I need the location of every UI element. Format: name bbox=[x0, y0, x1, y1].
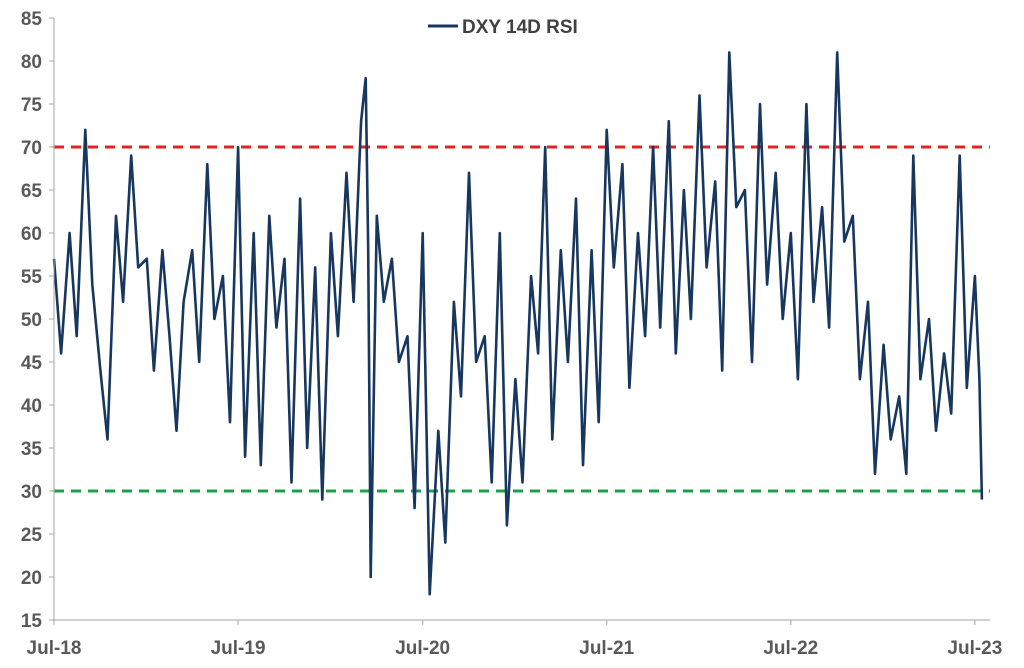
x-axis-ticks: Jul-18 Jul-19 Jul-20 Jul-21 Jul-22 Jul-23 bbox=[27, 620, 1002, 659]
y-tick-label: 75 bbox=[21, 95, 43, 116]
y-tick-label: 15 bbox=[21, 611, 43, 632]
y-tick-label: 55 bbox=[21, 267, 43, 288]
y-tick-label: 20 bbox=[21, 568, 42, 589]
y-tick-label: 60 bbox=[21, 224, 42, 245]
x-tick-label: Jul-18 bbox=[27, 638, 82, 659]
legend: DXY 14D RSI bbox=[428, 17, 578, 38]
y-tick-label: 45 bbox=[21, 353, 43, 374]
y-tick-label: 35 bbox=[21, 439, 43, 460]
y-tick-label: 50 bbox=[21, 310, 42, 331]
reference-lines bbox=[54, 145, 990, 493]
axes bbox=[53, 18, 990, 621]
series-line-dxy-14d-rsi bbox=[52, 51, 984, 596]
y-tick-label: 80 bbox=[21, 52, 42, 73]
y-axis-ticks: 15 20 25 30 35 40 45 50 55 60 65 70 75 80 85 bbox=[21, 9, 54, 632]
y-tick-label: 65 bbox=[21, 181, 43, 202]
x-tick-label: Jul-21 bbox=[579, 638, 634, 659]
x-tick-label: Jul-23 bbox=[947, 638, 1002, 659]
y-tick-label: 70 bbox=[21, 138, 42, 159]
y-tick-label: 40 bbox=[21, 396, 42, 417]
x-tick-label: Jul-20 bbox=[395, 638, 450, 659]
y-tick-label: 85 bbox=[21, 9, 43, 30]
y-tick-label: 30 bbox=[21, 482, 42, 503]
legend-label: DXY 14D RSI bbox=[462, 17, 578, 38]
x-tick-label: Jul-19 bbox=[211, 638, 266, 659]
y-tick-label: 25 bbox=[21, 525, 43, 546]
x-tick-label: Jul-22 bbox=[763, 638, 818, 659]
